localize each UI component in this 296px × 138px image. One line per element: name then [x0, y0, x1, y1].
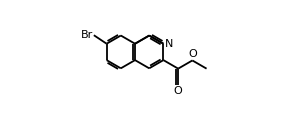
Text: Br: Br [81, 30, 93, 40]
Text: O: O [188, 49, 197, 59]
Text: N: N [165, 39, 173, 49]
Text: O: O [174, 86, 183, 96]
